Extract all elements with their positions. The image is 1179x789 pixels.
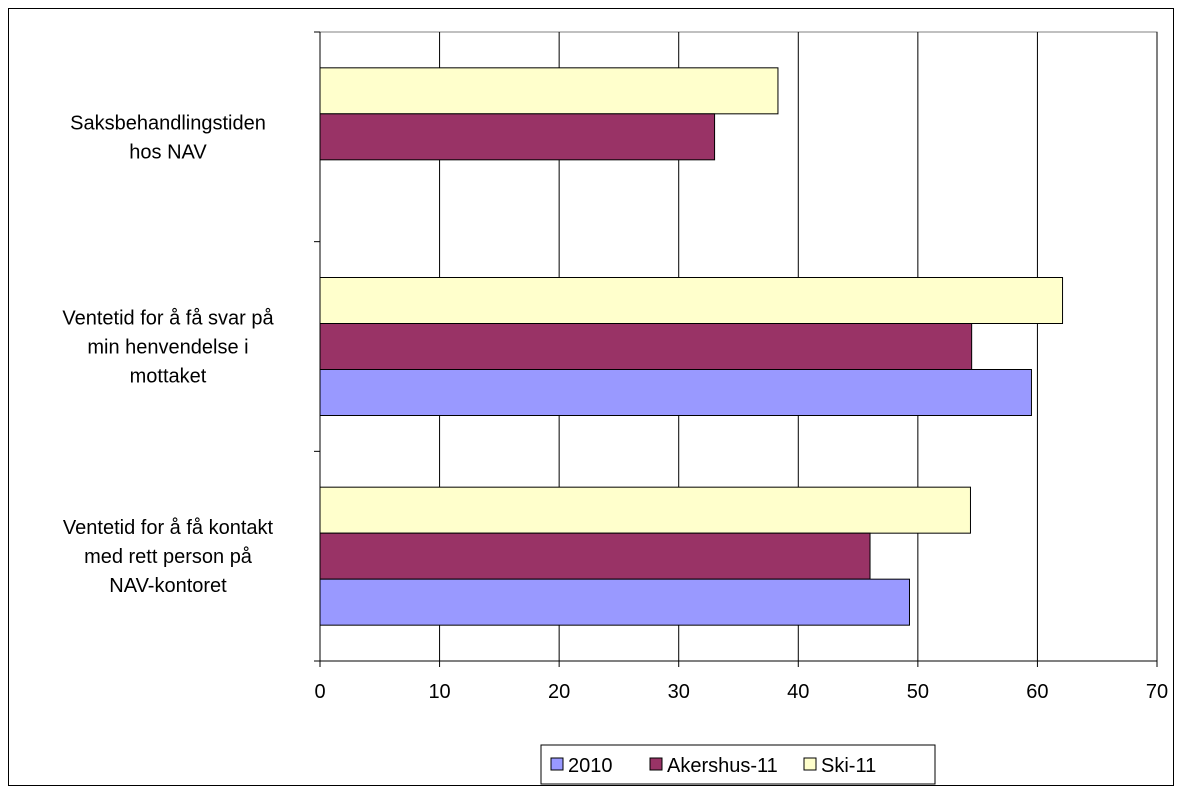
bar bbox=[319, 277, 1064, 324]
bar bbox=[319, 532, 871, 580]
category-label: mottaket bbox=[130, 366, 207, 388]
bar bbox=[319, 578, 910, 626]
x-tick-label: 70 bbox=[1146, 681, 1168, 703]
category-label: Ventetid for å få svar på bbox=[62, 308, 274, 330]
category-label: Saksbehandlingstiden bbox=[70, 112, 266, 134]
bar bbox=[319, 323, 973, 370]
bar bbox=[319, 113, 716, 161]
bar bbox=[319, 486, 971, 534]
bar bbox=[319, 369, 1032, 416]
legend-label: 2010 bbox=[568, 755, 613, 777]
x-tick-label: 10 bbox=[428, 681, 450, 703]
legend-swatch bbox=[550, 757, 564, 771]
x-tick-label: 0 bbox=[314, 681, 325, 703]
x-tick-label: 40 bbox=[787, 681, 809, 703]
legend-label: Akershus-11 bbox=[667, 755, 778, 777]
category-label: min henvendelse i bbox=[87, 337, 248, 359]
bar bbox=[319, 67, 779, 115]
legend-swatch bbox=[803, 757, 817, 771]
legend-label: Ski-11 bbox=[821, 755, 876, 777]
category-label: hos NAV bbox=[129, 141, 207, 163]
legend bbox=[540, 744, 936, 785]
x-tick-label: 50 bbox=[907, 681, 929, 703]
legend-swatch bbox=[649, 757, 663, 771]
category-label: NAV-kontoret bbox=[109, 575, 227, 597]
x-tick-label: 20 bbox=[548, 681, 570, 703]
category-label: Ventetid for å få kontakt bbox=[63, 517, 274, 539]
x-tick-label: 30 bbox=[668, 681, 690, 703]
x-tick-label: 60 bbox=[1026, 681, 1048, 703]
category-label: med rett person på bbox=[84, 546, 253, 568]
